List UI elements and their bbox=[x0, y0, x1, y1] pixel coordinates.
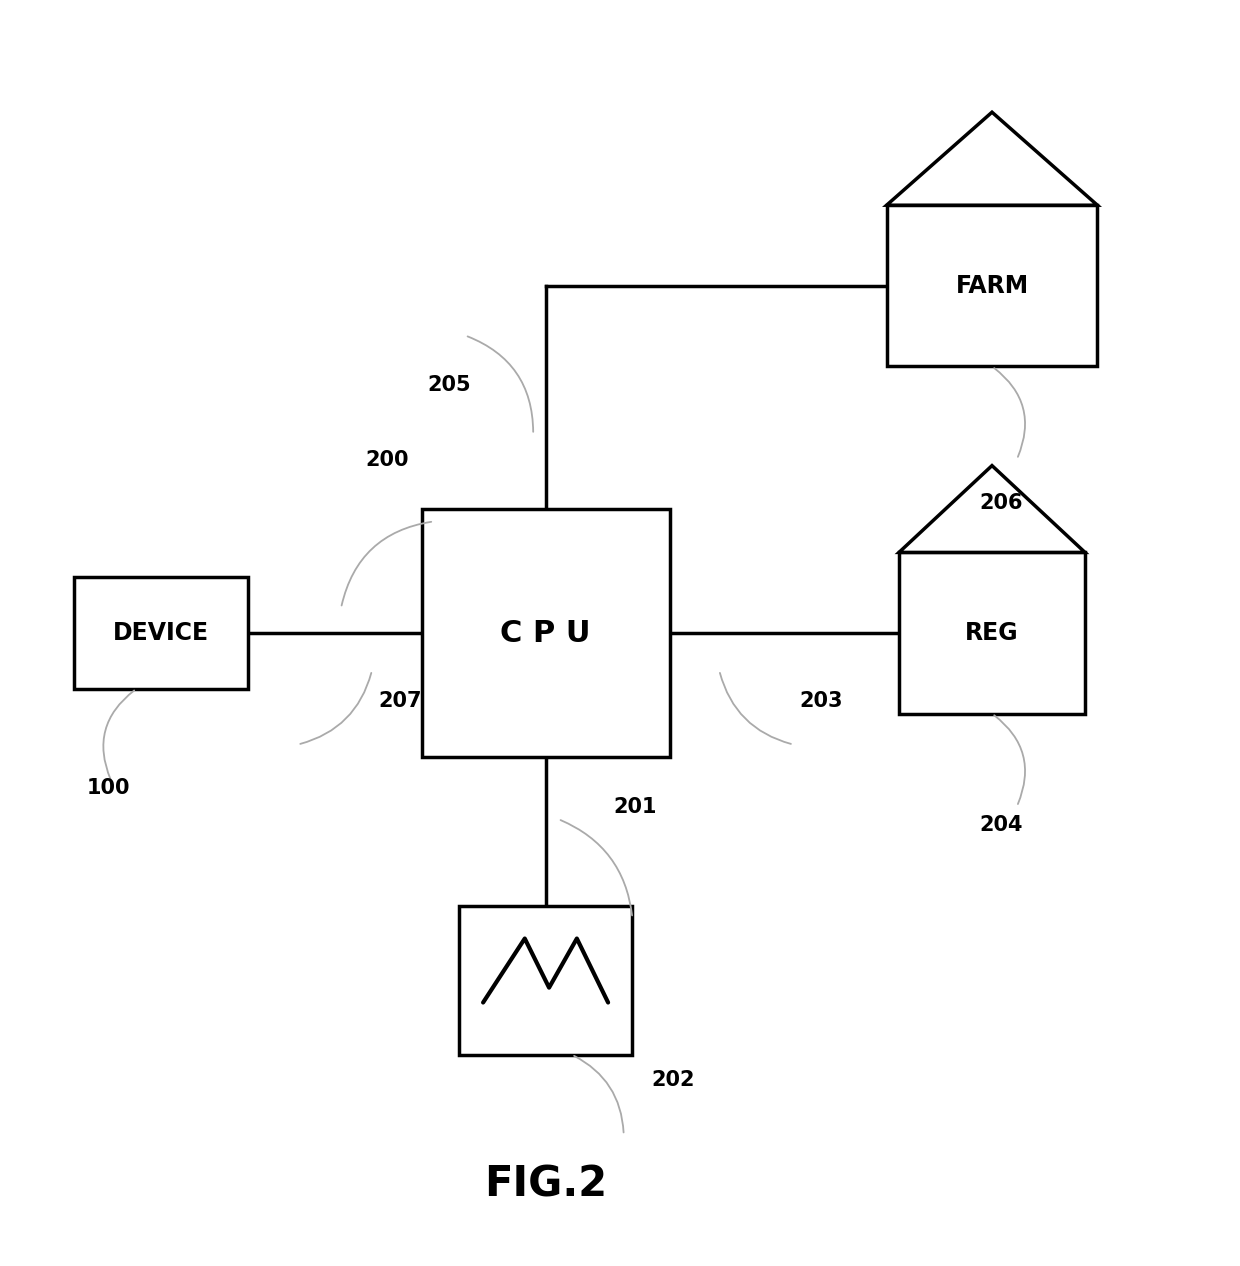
Text: 202: 202 bbox=[651, 1070, 694, 1090]
Text: DEVICE: DEVICE bbox=[113, 622, 210, 644]
Text: REG: REG bbox=[965, 622, 1019, 644]
Text: 205: 205 bbox=[428, 375, 471, 395]
Text: 204: 204 bbox=[980, 815, 1023, 836]
Bar bbox=[459, 905, 632, 1055]
Text: 201: 201 bbox=[614, 796, 657, 817]
Text: FIG.2: FIG.2 bbox=[484, 1163, 608, 1205]
Bar bbox=[422, 509, 670, 757]
Bar bbox=[899, 552, 1085, 714]
Text: 207: 207 bbox=[378, 691, 422, 711]
Text: 200: 200 bbox=[366, 449, 409, 470]
Polygon shape bbox=[887, 113, 1097, 205]
Text: FARM: FARM bbox=[956, 273, 1028, 298]
Polygon shape bbox=[899, 466, 1085, 552]
Bar bbox=[887, 205, 1097, 366]
Text: C P U: C P U bbox=[501, 619, 590, 647]
Text: 100: 100 bbox=[87, 779, 130, 798]
Text: 203: 203 bbox=[800, 691, 843, 711]
Bar bbox=[74, 577, 248, 689]
Text: 206: 206 bbox=[980, 492, 1023, 513]
